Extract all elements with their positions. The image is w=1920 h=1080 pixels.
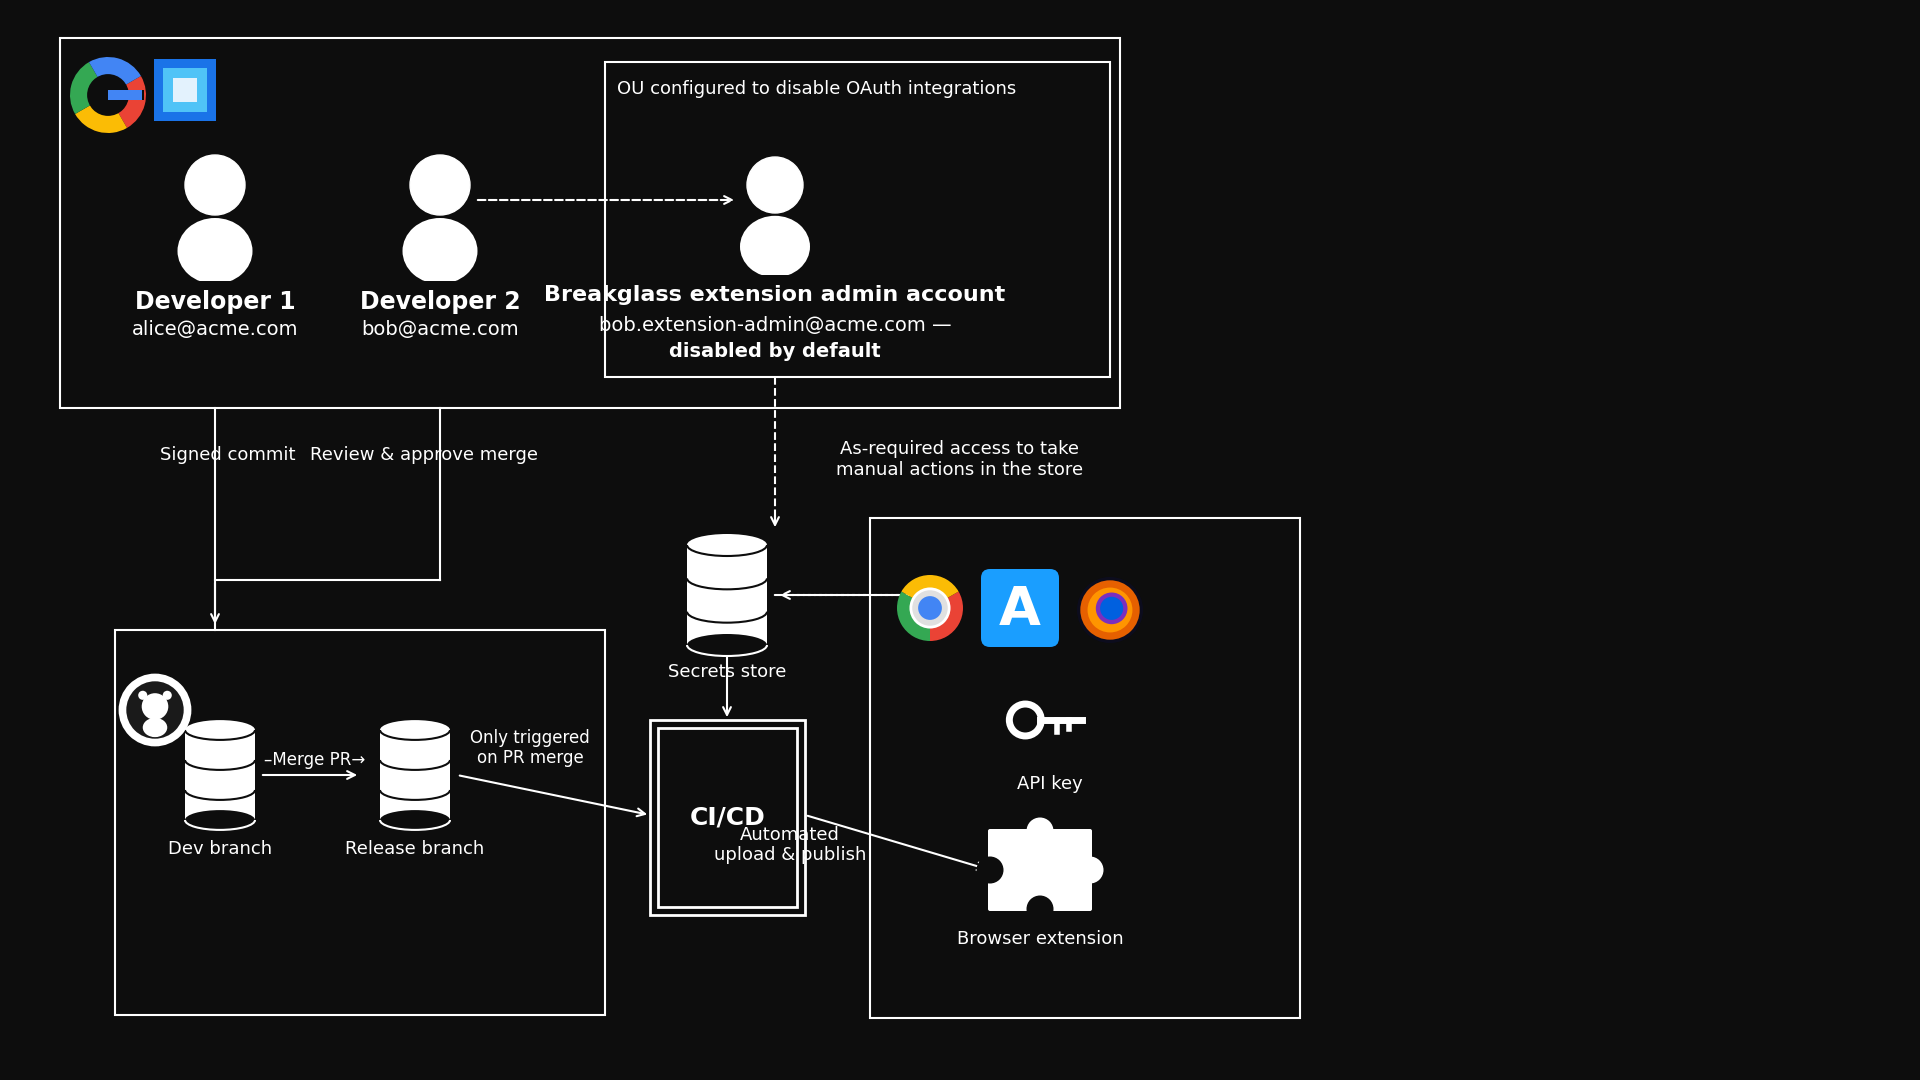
Bar — [380, 730, 449, 760]
Wedge shape — [88, 57, 140, 95]
Circle shape — [1077, 856, 1104, 883]
Text: A: A — [998, 584, 1041, 636]
Ellipse shape — [687, 600, 766, 623]
Bar — [687, 611, 766, 645]
Circle shape — [138, 691, 148, 700]
FancyBboxPatch shape — [981, 569, 1060, 647]
Bar — [184, 789, 255, 820]
Text: Developer 1: Developer 1 — [134, 291, 296, 314]
Ellipse shape — [687, 534, 766, 556]
Text: Dev branch: Dev branch — [167, 840, 273, 858]
Ellipse shape — [403, 218, 478, 284]
Circle shape — [1087, 588, 1133, 633]
Circle shape — [1027, 818, 1054, 845]
Bar — [380, 760, 449, 789]
Bar — [659, 728, 797, 907]
Text: Browser extension: Browser extension — [956, 930, 1123, 948]
Bar — [870, 518, 1300, 1018]
Bar — [735, 274, 814, 345]
Ellipse shape — [380, 720, 449, 740]
Bar — [184, 730, 255, 760]
Bar — [605, 62, 1110, 377]
Text: disabled by default: disabled by default — [670, 342, 881, 361]
Circle shape — [1100, 597, 1123, 620]
Text: bob.extension-admin@acme.com —: bob.extension-admin@acme.com — — [599, 316, 950, 335]
Text: –Merge PR→: –Merge PR→ — [265, 751, 365, 769]
Circle shape — [119, 675, 190, 745]
Text: Signed commit: Signed commit — [159, 446, 296, 464]
Text: Secrets store: Secrets store — [668, 663, 785, 681]
Text: CI/CD: CI/CD — [689, 806, 766, 829]
Ellipse shape — [184, 751, 255, 770]
Text: As-required access to take
manual actions in the store: As-required access to take manual action… — [837, 440, 1083, 478]
Bar — [687, 545, 766, 578]
Bar — [397, 281, 482, 356]
Ellipse shape — [184, 780, 255, 800]
Wedge shape — [75, 95, 127, 133]
Text: bob@acme.com: bob@acme.com — [361, 320, 518, 339]
Bar — [651, 720, 804, 915]
Ellipse shape — [184, 720, 255, 740]
Text: Developer 2: Developer 2 — [359, 291, 520, 314]
Circle shape — [1027, 895, 1054, 922]
Ellipse shape — [177, 218, 253, 284]
Ellipse shape — [142, 718, 167, 738]
Text: OU configured to disable OAuth integrations: OU configured to disable OAuth integrati… — [616, 80, 1016, 98]
Text: Breakglass extension admin account: Breakglass extension admin account — [545, 285, 1006, 305]
Bar — [184, 760, 255, 789]
Text: Review & approve merge: Review & approve merge — [309, 446, 538, 464]
Bar — [60, 38, 1119, 408]
Circle shape — [1081, 580, 1140, 639]
Circle shape — [747, 157, 803, 213]
Circle shape — [127, 681, 184, 739]
Circle shape — [142, 693, 169, 719]
Circle shape — [184, 156, 246, 215]
Wedge shape — [108, 76, 146, 127]
Wedge shape — [897, 592, 929, 642]
Wedge shape — [929, 592, 964, 642]
Bar — [115, 630, 605, 1015]
Circle shape — [1077, 577, 1142, 643]
Ellipse shape — [380, 751, 449, 770]
Circle shape — [86, 75, 129, 116]
Text: alice@acme.com: alice@acme.com — [132, 320, 298, 339]
FancyBboxPatch shape — [989, 829, 1092, 912]
Wedge shape — [69, 62, 108, 114]
Bar — [380, 789, 449, 820]
Circle shape — [977, 856, 1004, 883]
Circle shape — [163, 691, 171, 700]
Circle shape — [1096, 593, 1127, 624]
Circle shape — [918, 596, 943, 620]
Bar — [687, 578, 766, 611]
Bar — [108, 91, 142, 99]
Ellipse shape — [380, 780, 449, 800]
Text: Only triggered
on PR merge: Only triggered on PR merge — [470, 729, 589, 768]
Wedge shape — [900, 575, 958, 608]
Circle shape — [411, 156, 470, 215]
Ellipse shape — [739, 216, 810, 278]
Ellipse shape — [687, 567, 766, 590]
Text: Release branch: Release branch — [346, 840, 484, 858]
Ellipse shape — [380, 810, 449, 829]
Text: API key: API key — [1018, 775, 1083, 793]
Circle shape — [910, 589, 948, 627]
Bar — [108, 91, 144, 99]
Ellipse shape — [184, 810, 255, 829]
Bar — [173, 281, 257, 356]
Ellipse shape — [687, 634, 766, 656]
Text: Automated
upload & publish: Automated upload & publish — [714, 825, 866, 864]
